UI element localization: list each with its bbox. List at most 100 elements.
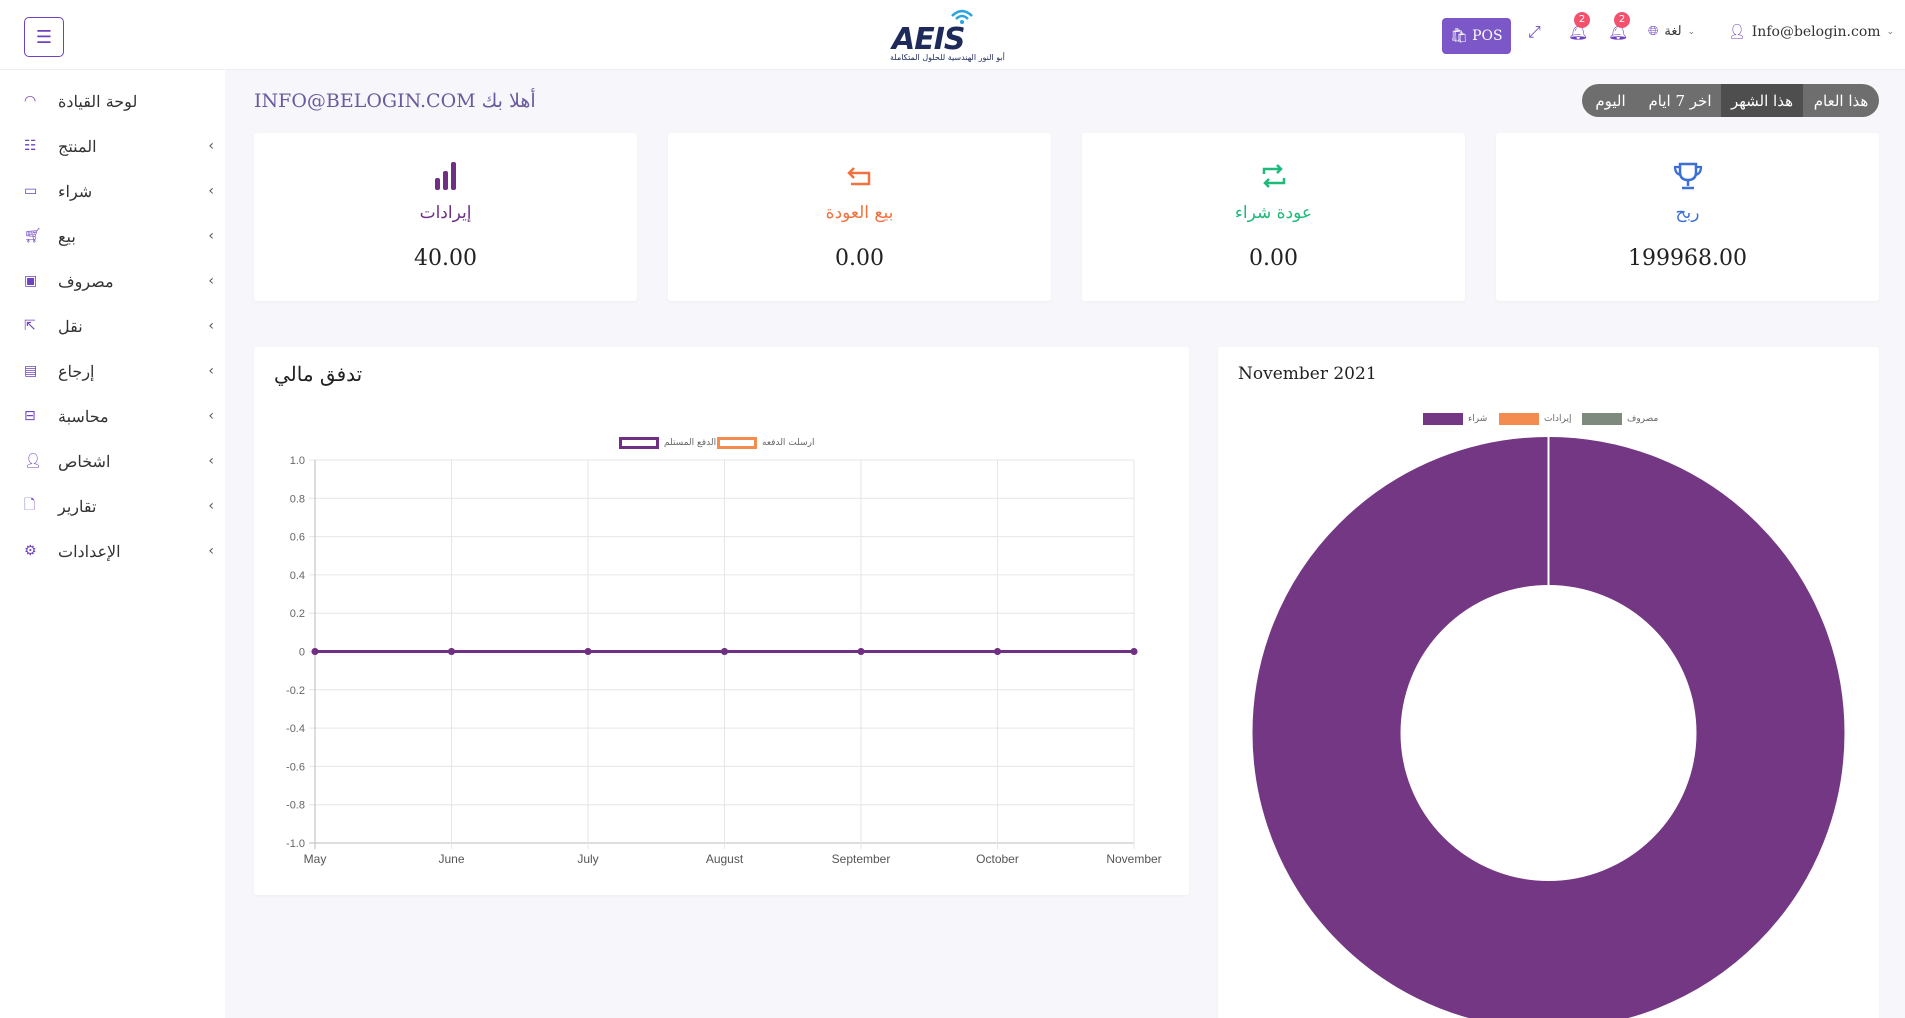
legend-swatch: [1423, 413, 1463, 425]
data-point: [448, 648, 455, 655]
y-tick-label: 0: [299, 647, 305, 659]
stat-title: عودة شراء: [1234, 203, 1313, 223]
y-tick-label: 0.6: [290, 532, 305, 544]
sidebar-item-product[interactable]: ☷ المنتج ‹: [24, 131, 214, 161]
logo-subtitle: أبو النور الهندسية للحلول المتكاملة: [890, 53, 1005, 62]
legend-swatch: [1582, 413, 1622, 425]
tab-today[interactable]: اليوم: [1595, 91, 1626, 110]
chevron-left-icon: ‹: [208, 183, 214, 199]
chevron-left-icon: ‹: [208, 273, 214, 289]
trophy-icon: [1496, 160, 1879, 192]
stat-title: ربح: [1675, 203, 1700, 223]
data-point: [721, 648, 728, 655]
language-selector[interactable]: 🌐︎ لغة ⌄: [1648, 24, 1695, 39]
sidebar: ◠ لوحة القيادة ☷ المنتج ‹ ▭ شراء ‹ 🛒︎ بي…: [0, 70, 225, 1018]
sidebar-item-people[interactable]: 👤︎ اشخاص ‹: [24, 446, 214, 476]
sidebar-item-transfer[interactable]: ⇱ نقل ‹: [24, 311, 214, 341]
sidebar-item-label: بيع: [58, 226, 76, 246]
x-tick-label: May: [304, 852, 327, 866]
sidebar-item-sale[interactable]: 🛒︎ بيع ‹: [24, 221, 214, 251]
y-tick-label: 0.4: [290, 570, 305, 582]
legend-expense[interactable]: مصروف: [1582, 413, 1658, 425]
x-tick-label: October: [976, 852, 1019, 866]
notification-bell-2[interactable]: 🔔︎ 2: [1608, 12, 1630, 41]
wifi-icon: [951, 9, 973, 24]
tab-last-7-days[interactable]: اخر 7 ايام: [1648, 91, 1712, 110]
x-tick-label: July: [577, 852, 598, 866]
sidebar-item-dashboard[interactable]: ◠ لوحة القيادة: [24, 86, 214, 116]
tab-this-month[interactable]: هذا الشهر: [1721, 84, 1803, 117]
legend-label: مصروف: [1627, 414, 1659, 424]
data-point: [584, 648, 592, 655]
welcome-greeting: INFO@BELOGIN.COM أهلا بك: [254, 90, 536, 112]
cashflow-title: تدفق مالي: [274, 362, 363, 386]
tab-this-year[interactable]: هذا العام: [1813, 91, 1869, 110]
chevron-left-icon: ‹: [208, 138, 214, 154]
sidebar-item-accounting[interactable]: ⊟ محاسبة ‹: [24, 401, 214, 431]
user-icon: 👤︎: [24, 453, 42, 469]
gear-icon: ⚙︎: [24, 543, 37, 559]
sidebar-item-reports[interactable]: 🗋︎ تقارير ‹: [24, 491, 214, 521]
sidebar-item-label: تقارير: [58, 496, 97, 516]
logo-text: AEIS: [892, 22, 965, 57]
sidebar-item-expense[interactable]: ▣ مصروف ‹: [24, 266, 214, 296]
briefcase-icon: ⊟: [24, 408, 36, 424]
fullscreen-icon[interactable]: ⤢: [1528, 22, 1541, 41]
stat-value: 0.00: [1249, 246, 1298, 271]
stat-card-revenue: إيرادات 40.00: [254, 133, 637, 301]
stat-title: بيع العودة: [825, 203, 894, 223]
user-icon: 👤︎: [1728, 24, 1746, 40]
y-tick-label: -1.0: [286, 838, 305, 850]
user-label: Info@belogin.com: [1751, 24, 1881, 40]
y-tick-label: 0.8: [290, 493, 305, 505]
sidebar-item-settings[interactable]: ⚙︎ الإعدادات ‹: [24, 536, 214, 566]
sidebar-item-label: الإعدادات: [58, 541, 121, 561]
notification-badge-1: 2: [1574, 12, 1590, 28]
stat-value: 199968.00: [1628, 246, 1747, 271]
chevron-down-icon: ⌄: [1886, 27, 1895, 37]
stat-card-sale-return: بيع العودة 0.00: [668, 133, 1051, 301]
data-point: [1130, 648, 1138, 655]
legend-swatch: [717, 437, 757, 449]
period-tabs: هذا العام هذا الشهر اخر 7 ايام اليوم: [1582, 84, 1879, 117]
archive-icon: ▤: [24, 363, 38, 379]
notification-bell-1[interactable]: 🔔︎ 2: [1568, 12, 1590, 41]
legend-revenue[interactable]: إيرادات: [1499, 413, 1571, 425]
legend-swatch: [619, 437, 659, 449]
stat-card-purchase-return: عودة شراء 0.00: [1082, 133, 1465, 301]
cashflow-line-chart: 1.0 0.8 0.6 0.4 0.2 0 -0.2 -0.4 -0.6 -0.8 -1.0 May J…: [286, 455, 1162, 866]
return-arrow-icon: [668, 160, 1051, 192]
cashflow-panel: تدفق مالي الدفع المستلم ارسلت الدفعه 1.0…: [254, 347, 1189, 895]
chevron-left-icon: ‹: [208, 228, 214, 244]
top-header: ☰ AEIS أبو النور الهندسية للحلول المتكام…: [0, 0, 1905, 70]
sidebar-item-label: محاسبة: [58, 406, 109, 426]
legend-label: إيرادات: [1544, 414, 1572, 424]
y-tick-label: -0.4: [286, 723, 305, 735]
legend-label: شراء: [1468, 414, 1488, 424]
pos-label: POS: [1472, 28, 1503, 44]
cart-icon: 🛒︎: [24, 228, 42, 244]
x-tick-label: September: [832, 852, 891, 866]
sidebar-item-return[interactable]: ▤ إرجاع ‹: [24, 356, 214, 386]
legend-sent[interactable]: ارسلت الدفعه: [717, 437, 815, 449]
stat-card-profit: ربح 199968.00: [1496, 133, 1879, 301]
chevron-left-icon: ‹: [208, 453, 214, 469]
pos-button[interactable]: 🛍 POS: [1442, 18, 1511, 54]
user-menu[interactable]: 👤︎ Info@belogin.com ⌄: [1728, 24, 1894, 40]
y-tick-label: -0.6: [286, 761, 305, 773]
chevron-left-icon: ‹: [208, 363, 214, 379]
sidebar-item-purchase[interactable]: ▭ شراء ‹: [24, 176, 214, 206]
logo: AEIS أبو النور الهندسية للحلول المتكاملة: [886, 6, 1005, 64]
document-icon: 🗋︎: [24, 497, 36, 513]
expense-donut-panel: November 2021 شراء إيرادات مصروف: [1218, 347, 1879, 1018]
stat-value: 0.00: [835, 246, 884, 271]
language-label: لغة: [1664, 24, 1682, 39]
legend-purchase[interactable]: شراء: [1423, 413, 1487, 425]
legend-received[interactable]: الدفع المستلم: [619, 437, 716, 449]
donut-title: November 2021: [1238, 364, 1377, 384]
bar-chart-icon: [254, 160, 637, 192]
menu-toggle-button[interactable]: ☰: [24, 17, 64, 57]
stat-value: 40.00: [414, 246, 477, 271]
dashboard-icon: ◠: [24, 93, 37, 109]
card-icon: ▭: [24, 183, 38, 199]
